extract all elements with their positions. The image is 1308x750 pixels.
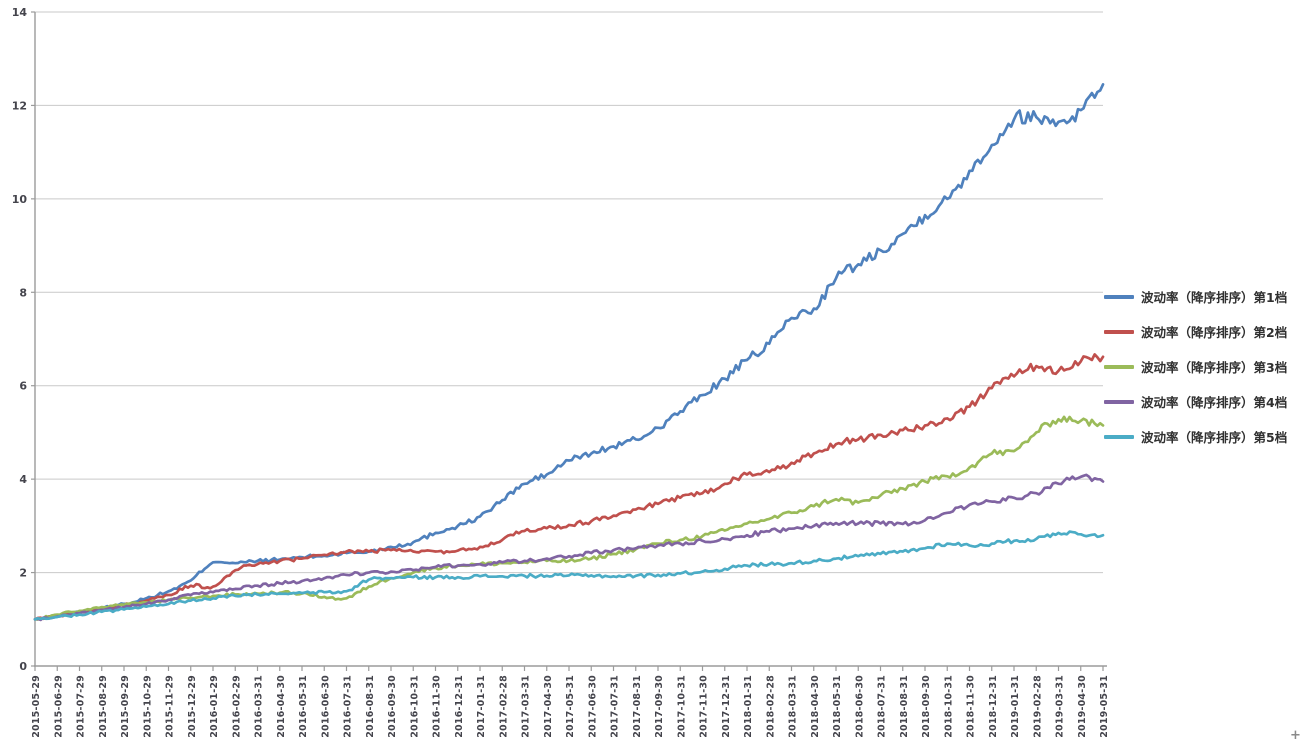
svg-text:4: 4 (19, 473, 27, 486)
legend-label: 波动率（降序排序）第3档 (1141, 360, 1288, 375)
svg-text:2017-07-31: 2017-07-31 (610, 675, 621, 738)
legend-item: 波动率（降序排序）第3档 (1104, 349, 1287, 384)
cursor-artifact: + (1290, 728, 1301, 743)
svg-text:2016-08-31: 2016-08-31 (365, 675, 376, 738)
svg-text:2016-07-31: 2016-07-31 (343, 675, 354, 738)
svg-text:2015-12-29: 2015-12-29 (187, 675, 198, 738)
legend-swatch (1104, 364, 1134, 369)
svg-text:10: 10 (12, 193, 28, 206)
svg-text:2018-09-30: 2018-09-30 (921, 675, 932, 738)
svg-text:2019-05-31: 2019-05-31 (1099, 675, 1110, 738)
svg-text:2016-06-30: 2016-06-30 (320, 675, 331, 738)
svg-text:2017-08-31: 2017-08-31 (632, 675, 643, 738)
legend-swatch (1104, 294, 1134, 299)
legend-swatch (1104, 399, 1134, 404)
legend-item: 波动率（降序排序）第1档 (1104, 279, 1287, 314)
svg-text:2016-09-30: 2016-09-30 (387, 675, 398, 738)
legend-swatch (1104, 329, 1134, 334)
svg-text:2015-07-29: 2015-07-29 (76, 675, 87, 738)
series-line-5 (33, 530, 1105, 621)
chart-legend: 波动率（降序排序）第1档 波动率（降序排序）第2档 波动率（降序排序）第3档 波动率（… (1104, 279, 1287, 454)
svg-text:2016-11-30: 2016-11-30 (432, 675, 443, 738)
svg-text:2018-06-30: 2018-06-30 (854, 675, 865, 738)
series-line-2 (33, 353, 1105, 621)
svg-text:2017-11-30: 2017-11-30 (699, 675, 710, 738)
svg-text:2017-02-28: 2017-02-28 (498, 675, 509, 738)
svg-text:8: 8 (19, 286, 27, 299)
svg-text:2019-04-30: 2019-04-30 (1077, 675, 1088, 738)
series-line-1 (33, 83, 1105, 621)
y-axis-labels: 0 2 4 6 8 10 12 14 (12, 6, 28, 673)
svg-text:2018-10-31: 2018-10-31 (943, 675, 954, 738)
svg-text:2019-02-28: 2019-02-28 (1032, 675, 1043, 738)
svg-text:6: 6 (19, 380, 27, 393)
svg-text:12: 12 (12, 99, 27, 112)
svg-text:2018-07-31: 2018-07-31 (877, 675, 888, 738)
svg-text:2017-10-31: 2017-10-31 (676, 675, 687, 738)
svg-text:0: 0 (19, 660, 27, 673)
svg-text:2015-10-29: 2015-10-29 (142, 675, 153, 738)
legend-item: 波动率（降序排序）第5档 (1104, 419, 1287, 454)
svg-text:2018-08-31: 2018-08-31 (899, 675, 910, 738)
svg-text:2019-03-31: 2019-03-31 (1055, 675, 1066, 738)
svg-text:2017-04-30: 2017-04-30 (543, 675, 554, 738)
series-line-3 (33, 415, 1105, 621)
svg-text:2015-05-29: 2015-05-29 (31, 675, 42, 738)
svg-text:2015-11-29: 2015-11-29 (165, 675, 176, 738)
legend-item: 波动率（降序排序）第4档 (1104, 384, 1287, 419)
svg-text:2015-09-29: 2015-09-29 (120, 675, 131, 738)
x-axis-labels: 2015-05-29 2015-06-29 2015-07-29 2015-08-29… (31, 675, 1110, 738)
legend-label: 波动率（降序排序）第2档 (1141, 325, 1288, 340)
legend-item: 波动率（降序排序）第2档 (1104, 314, 1287, 349)
gridlines (35, 11, 1103, 574)
svg-text:2019-01-31: 2019-01-31 (1010, 675, 1021, 738)
series-line-4 (33, 473, 1105, 622)
svg-text:2: 2 (19, 567, 27, 580)
legend-label: 波动率（降序排序）第5档 (1141, 430, 1288, 445)
svg-text:2016-04-30: 2016-04-30 (276, 675, 287, 738)
svg-text:2017-12-31: 2017-12-31 (721, 675, 732, 738)
svg-text:2018-01-31: 2018-01-31 (743, 675, 754, 738)
legend-label: 波动率（降序排序）第1档 (1141, 290, 1288, 305)
svg-text:2015-06-29: 2015-06-29 (53, 675, 64, 738)
svg-text:2017-09-30: 2017-09-30 (654, 675, 665, 738)
svg-text:2018-02-28: 2018-02-28 (765, 675, 776, 738)
legend-label: 波动率（降序排序）第4档 (1141, 395, 1288, 410)
svg-text:2016-03-31: 2016-03-31 (254, 675, 265, 738)
svg-text:2016-02-29: 2016-02-29 (231, 675, 242, 738)
svg-text:2016-12-31: 2016-12-31 (454, 675, 465, 738)
svg-text:2016-01-29: 2016-01-29 (209, 675, 220, 738)
svg-text:2015-08-29: 2015-08-29 (98, 675, 109, 738)
svg-text:2018-05-31: 2018-05-31 (832, 675, 843, 738)
svg-text:2018-12-31: 2018-12-31 (988, 675, 999, 738)
svg-text:2018-04-30: 2018-04-30 (810, 675, 821, 738)
svg-text:2018-11-30: 2018-11-30 (966, 675, 977, 738)
svg-text:2016-10-31: 2016-10-31 (409, 675, 420, 738)
svg-text:14: 14 (12, 6, 28, 19)
legend-swatch (1104, 434, 1134, 439)
svg-text:2017-03-31: 2017-03-31 (521, 675, 532, 738)
svg-text:2017-05-31: 2017-05-31 (565, 675, 576, 738)
axes (31, 11, 1107, 671)
svg-text:2017-06-30: 2017-06-30 (587, 675, 598, 738)
svg-text:2017-01-31: 2017-01-31 (476, 675, 487, 738)
svg-text:2016-05-31: 2016-05-31 (298, 675, 309, 738)
svg-text:2018-03-31: 2018-03-31 (788, 675, 799, 738)
